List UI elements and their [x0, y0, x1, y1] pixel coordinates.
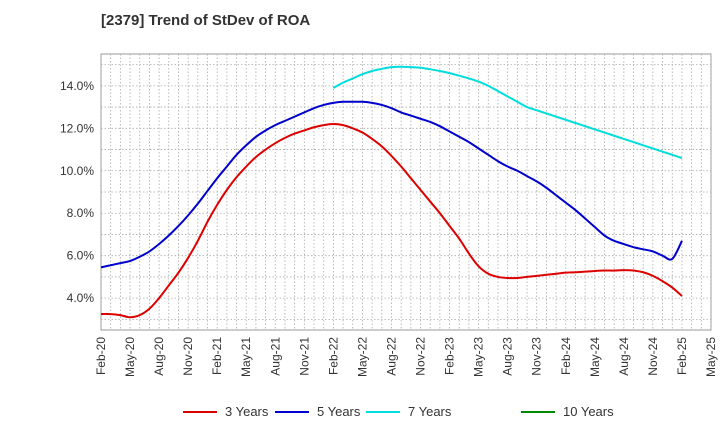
legend-label: 7 Years	[408, 404, 452, 419]
x-tick-label: Feb-22	[326, 337, 340, 375]
x-tick-label: May-25	[704, 337, 718, 377]
legend-item-7-years: 7 Years	[366, 404, 451, 419]
series-line-7-years	[332, 65, 683, 159]
legend-swatch	[183, 410, 217, 413]
y-tick-label: 14.0%	[60, 79, 94, 93]
series-line-3-years	[100, 123, 683, 319]
x-tick-label: Nov-21	[297, 337, 311, 376]
x-tick-label: Aug-21	[268, 337, 282, 376]
legend-swatch	[275, 410, 309, 413]
x-tick-label: Feb-21	[210, 337, 224, 375]
y-tick-label: 10.0%	[60, 164, 94, 178]
x-tick-label: Feb-20	[94, 337, 108, 375]
x-tick-label: Nov-22	[414, 337, 428, 376]
x-tick-label: May-21	[239, 337, 253, 377]
x-tick-label: Nov-20	[181, 337, 195, 376]
x-tick-label: Nov-23	[530, 337, 544, 376]
legend-item-3-years: 3 Years	[183, 404, 268, 419]
y-tick-label: 12.0%	[60, 121, 94, 135]
x-tick-label: Aug-23	[501, 337, 515, 376]
y-tick-label: 8.0%	[67, 206, 95, 220]
x-tick-label: Nov-24	[646, 337, 660, 376]
x-tick-label: May-20	[123, 337, 137, 377]
legend-label: 3 Years	[225, 404, 269, 419]
x-tick-label: Feb-23	[443, 337, 457, 375]
legend-swatch	[521, 410, 555, 413]
legend-swatch	[366, 410, 400, 413]
x-tick-label: May-24	[588, 337, 602, 377]
y-axis-ticks: 4.0% 6.0% 8.0% 10.0% 12.0% 14.0%	[60, 79, 94, 305]
legend-label: 5 Years	[317, 404, 361, 419]
legend-item-10-years: 10 Years	[521, 404, 614, 419]
x-axis-ticks: Feb-20 May-20 Aug-20 Nov-20 Feb-21 May-21 Aug-…	[94, 337, 718, 377]
legend-label: 10 Years	[563, 404, 614, 419]
legend: 3 Years 5 Years 7 Years 10 Years	[0, 404, 720, 426]
series-line-5-years	[100, 100, 683, 269]
y-tick-label: 6.0%	[67, 249, 95, 263]
x-tick-label: May-22	[355, 337, 369, 377]
x-tick-label: Aug-20	[152, 337, 166, 376]
x-tick-label: Feb-25	[675, 337, 689, 375]
chart-title: [2379] Trend of StDev of ROA	[101, 12, 311, 29]
legend-item-5-years: 5 Years	[275, 404, 360, 419]
x-tick-label: Aug-22	[384, 337, 398, 376]
x-tick-label: Feb-24	[559, 337, 573, 375]
x-tick-label: May-23	[472, 337, 486, 377]
series-layer	[100, 65, 683, 319]
x-tick-label: Aug-24	[617, 337, 631, 376]
y-tick-label: 4.0%	[67, 291, 95, 305]
